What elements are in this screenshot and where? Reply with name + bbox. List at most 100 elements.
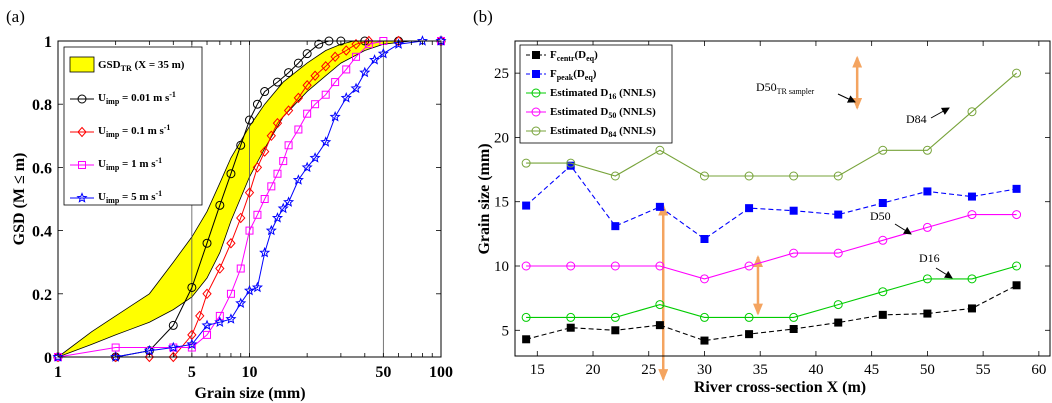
data-point-a-0 xyxy=(302,49,312,59)
annotation-arrow-d84 xyxy=(930,107,950,119)
x-tick-label-a: 50 xyxy=(375,364,391,381)
data-point-a-3 xyxy=(292,174,304,185)
data-point-b-2 xyxy=(1012,261,1022,271)
legend-marker-b-4 xyxy=(531,126,541,136)
x-tick-label-b: 20 xyxy=(586,362,601,378)
data-point-a-0 xyxy=(284,68,294,78)
data-point-b-0 xyxy=(967,304,976,313)
series-line-b-1 xyxy=(525,164,1017,240)
series-b xyxy=(521,68,1022,345)
data-point-b-2 xyxy=(566,312,576,322)
data-point-b-2 xyxy=(833,300,843,310)
data-point-a-0 xyxy=(168,320,178,330)
panel-label-b: (b) xyxy=(473,7,493,26)
data-point-a-1 xyxy=(272,117,283,129)
data-point-a-3 xyxy=(377,47,389,59)
data-point-a-2 xyxy=(331,78,340,87)
data-point-a-3 xyxy=(186,338,198,350)
data-point-b-0 xyxy=(789,325,798,333)
legend-box-a xyxy=(63,46,203,206)
data-point-a-2 xyxy=(352,52,361,61)
data-point-a-2 xyxy=(253,210,262,219)
data-point-a-3 xyxy=(235,297,247,308)
data-point-b-1 xyxy=(522,201,531,210)
data-point-a-3 xyxy=(214,316,226,327)
panel-b: (b) 15 20 25 30 35 40 45 50 55 60 5 10 15 20 25 River … xyxy=(473,7,1051,396)
data-point-a-2 xyxy=(284,141,293,150)
data-point-a-3 xyxy=(143,344,155,356)
data-point-a-3 xyxy=(309,152,321,163)
data-point-b-2 xyxy=(744,312,754,322)
data-point-b-1 xyxy=(1012,184,1021,193)
data-point-b-2 xyxy=(922,274,932,284)
data-point-b-4 xyxy=(699,171,709,181)
data-point-b-3 xyxy=(744,261,754,271)
x-tick-label-b: 50 xyxy=(920,362,935,378)
data-point-a-1 xyxy=(330,51,340,63)
data-point-a-1 xyxy=(393,35,404,47)
data-point-a-3 xyxy=(359,66,371,78)
legend-label-a-3: Uimp = 5 m s-1 xyxy=(98,189,162,205)
series-b-0 xyxy=(522,281,1021,345)
x-tick-label-b: 15 xyxy=(530,362,545,378)
y-tick-label-a: 0 xyxy=(44,350,52,367)
data-point-a-0 xyxy=(236,140,246,150)
data-point-b-2 xyxy=(967,274,977,284)
data-point-a-2 xyxy=(279,157,288,166)
data-point-b-1 xyxy=(878,199,887,207)
data-point-b-2 xyxy=(878,287,888,297)
annotation-arrow-d50tr xyxy=(837,93,856,103)
data-point-a-3 xyxy=(265,224,277,236)
data-point-b-3 xyxy=(967,210,977,220)
y-tick-label-b: 15 xyxy=(494,195,509,211)
data-point-b-3 xyxy=(521,261,531,271)
series-b-3 xyxy=(521,210,1022,284)
series-b-2 xyxy=(521,261,1022,322)
x-axis-label-a: Grain size (mm) xyxy=(194,385,305,402)
data-point-b-0 xyxy=(566,323,575,332)
series-line-b-3 xyxy=(526,214,1017,280)
data-point-a-1 xyxy=(202,288,212,300)
series-b-4 xyxy=(521,68,1022,181)
legend-marker-b-1 xyxy=(532,70,540,78)
legend-marker-a-2 xyxy=(78,161,86,169)
data-point-a-2 xyxy=(236,264,245,273)
data-point-a-1 xyxy=(310,70,320,82)
data-point-b-0 xyxy=(745,330,754,339)
x-axis-label-b: River cross-section X (m) xyxy=(694,379,866,396)
legend-marker-b-3 xyxy=(531,107,541,117)
series-line-b-4 xyxy=(526,72,1017,177)
data-point-a-3 xyxy=(201,319,213,331)
data-point-a-1 xyxy=(252,162,263,173)
data-point-a-1 xyxy=(341,45,351,56)
data-point-b-2 xyxy=(655,300,665,310)
x-tick-label-b: 35 xyxy=(753,362,768,378)
x-tick-label-a: 100 xyxy=(429,364,453,381)
data-point-b-1 xyxy=(923,187,932,196)
data-point-a-2 xyxy=(321,90,330,99)
legend-label-b-4: Estimated D84 (NNLS) xyxy=(550,125,656,139)
data-point-a-3 xyxy=(243,284,256,296)
series-b-1 xyxy=(522,161,1021,243)
axes-b: 15 20 25 30 35 40 45 50 55 60 5 10 15 20 25 xyxy=(494,41,1050,378)
data-point-b-4 xyxy=(833,171,843,181)
data-point-b-2 xyxy=(521,312,531,322)
data-point-b-0 xyxy=(522,335,531,344)
data-point-a-3 xyxy=(167,341,179,353)
data-point-b-1 xyxy=(611,222,620,231)
annotation-arrow-d16 xyxy=(935,267,953,279)
x-tick-label-b: 30 xyxy=(697,362,712,378)
data-point-b-2 xyxy=(789,312,799,322)
data-point-a-3 xyxy=(350,82,362,94)
y-tick-label-b: 20 xyxy=(494,130,509,146)
data-point-a-3 xyxy=(301,161,313,173)
data-point-a-3 xyxy=(392,38,405,49)
data-point-b-0 xyxy=(611,326,620,335)
series-line-b-0 xyxy=(525,284,1017,342)
x-tick-label-b: 55 xyxy=(976,362,991,378)
y-tick-label-a: 1 xyxy=(44,34,52,51)
legend-label-b-0: Fcentr(Deq) xyxy=(550,49,598,63)
data-point-b-4 xyxy=(878,145,888,155)
data-point-a-1 xyxy=(226,237,236,249)
